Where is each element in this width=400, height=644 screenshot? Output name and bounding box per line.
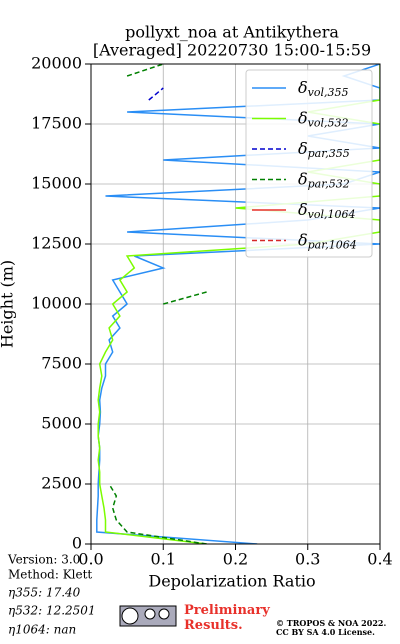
y-tick-label: 15000 (31, 174, 82, 193)
y-tick-label: 10000 (31, 294, 82, 313)
annotation: Version: 3.0 (7, 553, 80, 567)
legend-label: δpar,1064 (298, 230, 357, 252)
y-tick-label: 0 (72, 534, 82, 553)
y-axis-label: Height (m) (0, 260, 17, 348)
copyright: © TROPOS & NOA 2022. (276, 618, 386, 628)
y-tick-label: 5000 (41, 414, 82, 433)
y-tick-label: 2500 (41, 474, 82, 493)
x-axis-label: Depolarization Ratio (148, 572, 315, 591)
data-line (108, 64, 207, 544)
data-line (97, 64, 380, 544)
annotation: η1064: nan (8, 623, 76, 637)
y-tick-label: 20000 (31, 54, 82, 73)
x-tick-label: 0.1 (151, 550, 176, 569)
x-tick-label: 0.0 (78, 550, 103, 569)
x-tick-label: 0.2 (223, 550, 248, 569)
legend-label: δpar,532 (298, 169, 350, 191)
annotation: Method: Klett (8, 568, 92, 582)
x-tick-label: 0.4 (367, 550, 392, 569)
annotation: η355: 17.40 (8, 586, 81, 600)
annotation: η532: 12.2501 (8, 604, 96, 618)
cc-logo (119, 605, 177, 627)
legend-label: δvol,1064 (298, 200, 356, 222)
plot-frame (90, 63, 381, 545)
y-tick-label: 12500 (31, 234, 82, 253)
logo-text: Preliminary Results. (184, 603, 270, 633)
legend-label: δvol,532 (298, 108, 349, 130)
y-tick-label: 17500 (31, 114, 82, 133)
chart-title: pollyxt_noa at Antikythera (125, 23, 339, 42)
x-tick-label: 0.3 (295, 550, 320, 569)
y-tick-label: 7500 (41, 354, 82, 373)
legend-label: δpar,355 (298, 139, 350, 161)
copyright: CC BY SA 4.0 License. (276, 627, 375, 637)
data-line (148, 87, 164, 101)
legend-label: δvol,355 (298, 78, 349, 100)
chart-subtitle: [Averaged] 20220730 15:00-15:59 (93, 41, 371, 60)
